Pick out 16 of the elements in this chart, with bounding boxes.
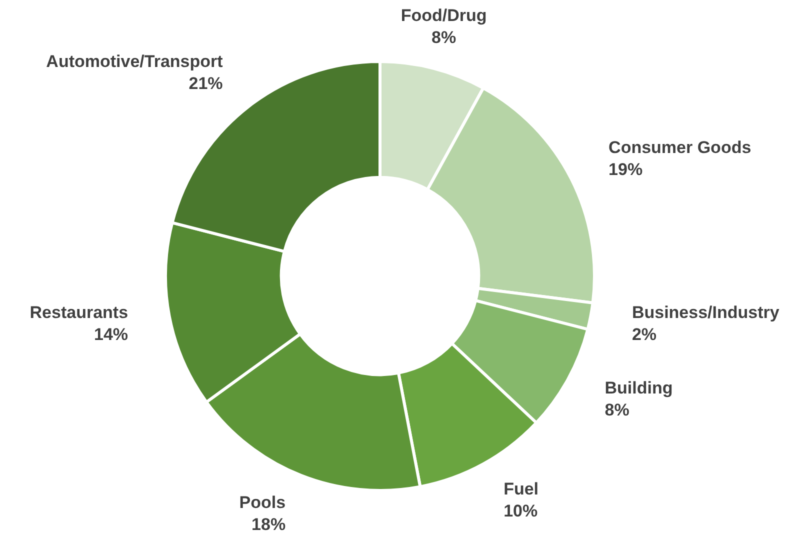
data-label: 8% — [432, 28, 456, 48]
data-label: 14% — [94, 324, 128, 344]
slice-label: Building — [604, 378, 673, 398]
slice-label: Pools — [239, 493, 286, 512]
data-label: 18% — [252, 515, 286, 534]
data-label: 19% — [608, 160, 643, 180]
slice-label: Food/Drug — [400, 6, 487, 26]
data-label: 21% — [188, 74, 223, 94]
data-label: 10% — [504, 501, 538, 520]
slice-label: Business/Industry — [632, 302, 780, 322]
slice-label: Restaurants — [30, 302, 128, 322]
data-label: 2% — [632, 324, 657, 344]
data-label: 8% — [604, 400, 630, 420]
slice-label: Automotive/Transport — [46, 52, 224, 72]
slice-label: Consumer Goods — [608, 138, 752, 158]
slice-label: Fuel — [504, 479, 539, 498]
